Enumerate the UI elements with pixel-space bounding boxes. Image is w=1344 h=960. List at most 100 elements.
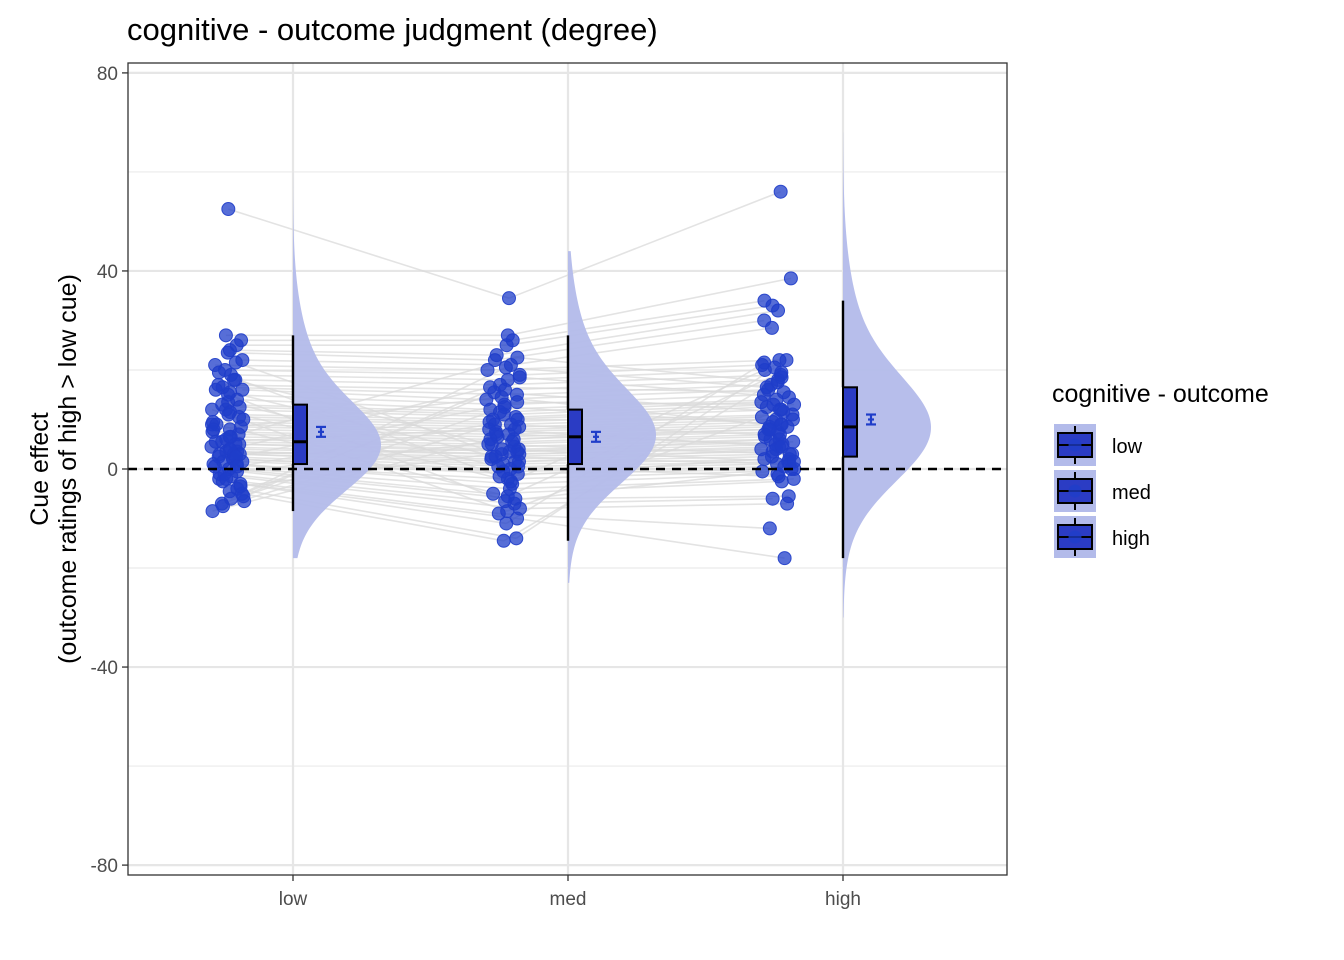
- connector-line: [490, 386, 784, 394]
- connector-line: [225, 408, 516, 418]
- connector-line: [231, 374, 508, 381]
- plot-area: [127, 62, 1008, 876]
- connector-line: [235, 361, 520, 463]
- data-point: [774, 439, 789, 454]
- data-point: [780, 496, 795, 511]
- legend-entry-low: low: [1054, 424, 1143, 466]
- data-point: [755, 464, 770, 479]
- density-cloud-med: [568, 251, 656, 583]
- boxplot-med: [566, 335, 583, 541]
- connector-line: [500, 374, 781, 386]
- y-axis-title: Cue effect (outcome ratings of high > lo…: [26, 274, 82, 664]
- connector-line: [229, 349, 497, 356]
- connector-line: [487, 359, 780, 371]
- connector-line: [215, 364, 488, 371]
- data-point: [226, 372, 241, 387]
- data-point: [773, 184, 788, 199]
- legend-key-point: [1068, 484, 1082, 498]
- data-point: [216, 454, 231, 469]
- data-point: [205, 402, 220, 417]
- data-point: [211, 365, 226, 380]
- connector-line: [517, 401, 795, 406]
- connector-line: [510, 327, 773, 366]
- data-point: [774, 402, 789, 417]
- data-point: [510, 350, 525, 365]
- data-point: [218, 328, 233, 343]
- chart-title: cognitive - outcome judgment (degree): [127, 12, 658, 47]
- mean-errorbar-low: [316, 425, 326, 438]
- data-point: [228, 355, 243, 370]
- connector-line: [243, 376, 521, 497]
- connector-line: [519, 376, 789, 399]
- legend-entries: low med high: [1054, 424, 1151, 558]
- box: [842, 386, 858, 458]
- data-point: [757, 452, 772, 467]
- legend-entry-med: med: [1054, 470, 1151, 512]
- connector-line: [236, 463, 513, 485]
- y-tick-label: 80: [97, 64, 118, 85]
- data-point: [779, 353, 794, 368]
- x-axis: low med high: [279, 875, 861, 910]
- data-point: [511, 454, 526, 469]
- data-point: [233, 479, 248, 494]
- data-point: [221, 202, 236, 217]
- connector-line: [496, 309, 779, 356]
- data-point: [237, 494, 252, 509]
- legend-key-point: [1068, 438, 1082, 452]
- data-point: [208, 382, 223, 397]
- connector-line: [242, 359, 511, 366]
- connector-line: [235, 379, 501, 386]
- x-tick-label: low: [279, 889, 308, 910]
- data-point: [495, 442, 510, 457]
- connector-line: [224, 369, 520, 376]
- data-point: [777, 551, 792, 566]
- box: [292, 403, 308, 466]
- y-tick-label: 40: [97, 262, 118, 283]
- connector-line: [218, 384, 506, 391]
- data-point: [771, 469, 786, 484]
- data-point: [776, 385, 791, 400]
- data-point: [787, 397, 802, 412]
- connector-line: [505, 366, 767, 389]
- connector-line: [508, 190, 781, 299]
- connector-line: [494, 319, 765, 361]
- data-point: [494, 390, 509, 405]
- connector-line: [236, 470, 516, 500]
- connector-line: [509, 478, 794, 490]
- x-tick-label: high: [825, 889, 861, 910]
- data-point: [510, 412, 525, 427]
- data-point: [510, 395, 525, 410]
- data-point: [786, 454, 801, 469]
- data-point: [501, 291, 516, 306]
- boxplot-low: [291, 335, 308, 512]
- legend-label: high: [1112, 528, 1150, 550]
- y-axis: 80 40 0 -40 -80: [91, 64, 128, 877]
- data-point: [780, 419, 795, 434]
- mean-errorbar-med: [591, 430, 601, 443]
- legend: cognitive - outcome low med high: [1052, 380, 1269, 558]
- data-point: [487, 353, 502, 368]
- data-point: [205, 504, 220, 519]
- connector-line: [507, 277, 792, 337]
- x-tick-label: med: [550, 889, 587, 910]
- data-point: [480, 362, 495, 377]
- connector-line: [227, 351, 495, 361]
- data-point: [512, 370, 527, 385]
- points-low: [204, 202, 252, 519]
- data-point: [492, 469, 507, 484]
- connector-line: [237, 488, 517, 540]
- connector-line: [229, 356, 518, 438]
- connector-line: [493, 480, 782, 495]
- data-point: [765, 491, 780, 506]
- data-point: [509, 531, 524, 546]
- mean-errorbar-high: [866, 413, 876, 426]
- data-point: [771, 303, 786, 318]
- boxplot-high: [841, 300, 858, 559]
- data-point: [220, 345, 235, 360]
- data-point: [498, 360, 513, 375]
- data-point: [219, 471, 234, 486]
- data-point: [783, 271, 798, 286]
- data-point: [762, 521, 777, 536]
- data-point: [482, 422, 497, 437]
- connector-line: [235, 401, 518, 458]
